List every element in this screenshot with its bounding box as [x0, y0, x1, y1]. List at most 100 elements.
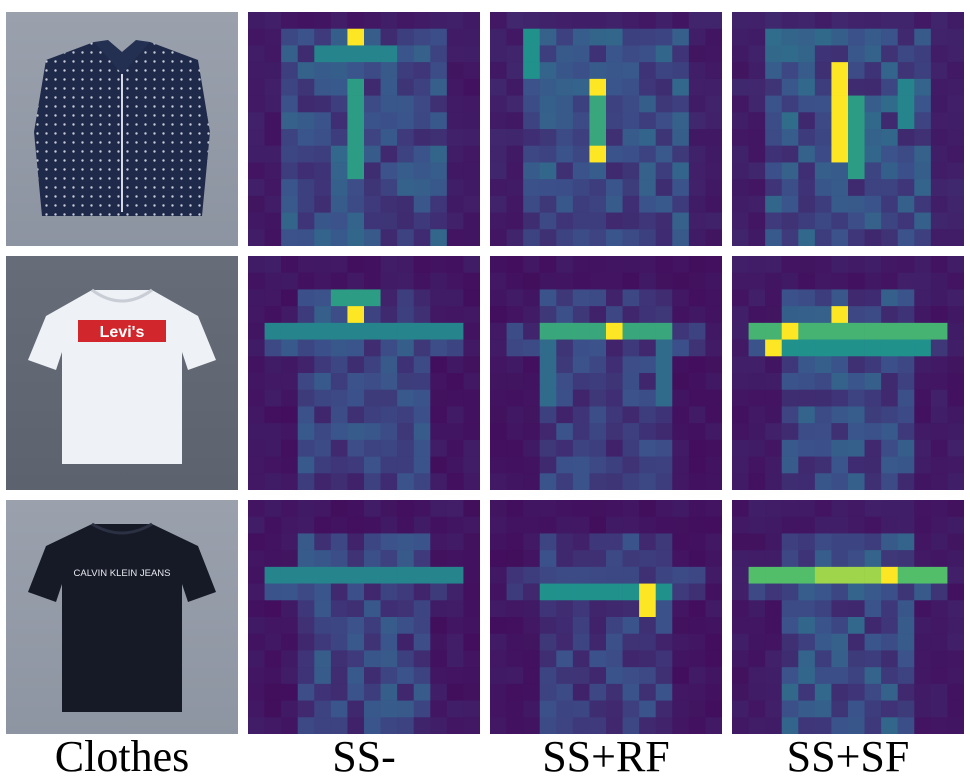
heatmap-cell [556, 179, 574, 197]
heatmap-cell [688, 145, 706, 163]
heatmap-cell [848, 439, 865, 457]
heatmap-cell [446, 533, 464, 551]
heatmap-cell [297, 78, 315, 96]
heatmap-cell [490, 289, 507, 307]
heatmap-cell [413, 583, 431, 601]
heatmap-cell [732, 78, 749, 96]
heatmap-cell [430, 179, 448, 197]
heatmap-cell [446, 500, 464, 518]
column-label-clothes: Clothes [54, 732, 190, 781]
heatmap-cell [639, 717, 657, 734]
heatmap-cell [347, 229, 365, 246]
heatmap-cell [314, 550, 332, 568]
heatmap-cell [798, 533, 816, 551]
heatmap-cell [914, 700, 932, 718]
heatmap-cell [897, 339, 915, 357]
heatmap-cell [314, 272, 332, 290]
heatmap-cell [848, 95, 865, 113]
heatmap-cell [831, 600, 849, 618]
heatmap-cell [490, 683, 507, 701]
heatmap-cell [297, 272, 315, 290]
heatmap-cell [622, 212, 640, 230]
heatmap-cell [297, 667, 315, 685]
heatmap-cell [639, 600, 657, 618]
heatmap-cell [947, 256, 964, 274]
heatmap-cell [490, 272, 507, 290]
heatmap-cell [314, 650, 332, 668]
heatmap-cell [947, 78, 964, 96]
heatmap-cell [748, 179, 766, 197]
heatmap-cell [490, 62, 507, 80]
heatmap-cell [539, 289, 557, 307]
heatmap-cell [897, 423, 915, 441]
heatmap-cell [397, 439, 415, 457]
heatmap-cell [848, 229, 865, 246]
heatmap-cell [606, 650, 623, 668]
heatmap-cell [914, 162, 932, 180]
heatmap-cell [463, 195, 480, 213]
heatmap-cell [523, 112, 541, 130]
heatmap-cell [463, 256, 480, 274]
heatmap-cell [314, 439, 332, 457]
heatmap-cell [446, 456, 464, 474]
heatmap-cell [506, 272, 524, 290]
heatmap-cell [655, 45, 673, 63]
heatmap-cell [655, 389, 673, 407]
heatmap-cell [930, 162, 948, 180]
heatmap-cell [264, 289, 282, 307]
heatmap-cell [380, 373, 398, 391]
heatmap-cell [264, 717, 282, 734]
heatmap-cell [814, 212, 832, 230]
heatmap-cell [347, 112, 365, 130]
heatmap-cell [446, 617, 464, 635]
heatmap-cell [539, 633, 557, 651]
heatmap-cell [672, 667, 690, 685]
heatmap-cell [446, 516, 464, 534]
heatmap-cell [655, 456, 673, 474]
heatmap-cell [539, 389, 557, 407]
heatmap-cell [848, 12, 865, 30]
heatmap-cell [864, 162, 882, 180]
heatmap-cell [248, 389, 265, 407]
heatmap-cell [430, 473, 448, 490]
heatmap-cell [947, 145, 964, 163]
heatmap-cell [688, 179, 706, 197]
heatmap-cell [413, 289, 431, 307]
heatmap-cell [397, 179, 415, 197]
heatmap-cell [523, 406, 541, 424]
heatmap-cell [397, 389, 415, 407]
heatmap-cell [523, 533, 541, 551]
heatmap-cell [622, 195, 640, 213]
heatmap-cell [463, 322, 480, 340]
heatmap-cell [506, 550, 524, 568]
heatmap-cell [732, 456, 749, 474]
heatmap-cell [748, 717, 766, 734]
heatmap-cell [397, 272, 415, 290]
heatmap-cell [848, 500, 865, 518]
heatmap-cell [264, 373, 282, 391]
heatmap-cell [831, 533, 849, 551]
heatmap-cell [765, 112, 783, 130]
heatmap-cell [947, 473, 964, 490]
heatmap-cell [622, 256, 640, 274]
heatmap-cell [523, 129, 541, 147]
heatmap-cell [705, 516, 722, 534]
heatmap-cell [947, 179, 964, 197]
heatmap-cell [947, 272, 964, 290]
heatmap-cell [446, 256, 464, 274]
heatmap-cell [297, 95, 315, 113]
heatmap-cell [572, 389, 590, 407]
heatmap-cell [297, 600, 315, 618]
heatmap-cell [930, 256, 948, 274]
heatmap-cell [248, 212, 265, 230]
heatmap-cell [264, 406, 282, 424]
heatmap-cell [539, 617, 557, 635]
heatmap-cell [848, 566, 865, 584]
heatmap-cell [781, 78, 799, 96]
heatmap-cell [672, 62, 690, 80]
heatmap-cell [264, 95, 282, 113]
heatmap-cell [364, 12, 381, 30]
heatmap-cell [264, 456, 282, 474]
heatmap-cell [848, 145, 865, 163]
heatmap-cell [490, 12, 507, 30]
